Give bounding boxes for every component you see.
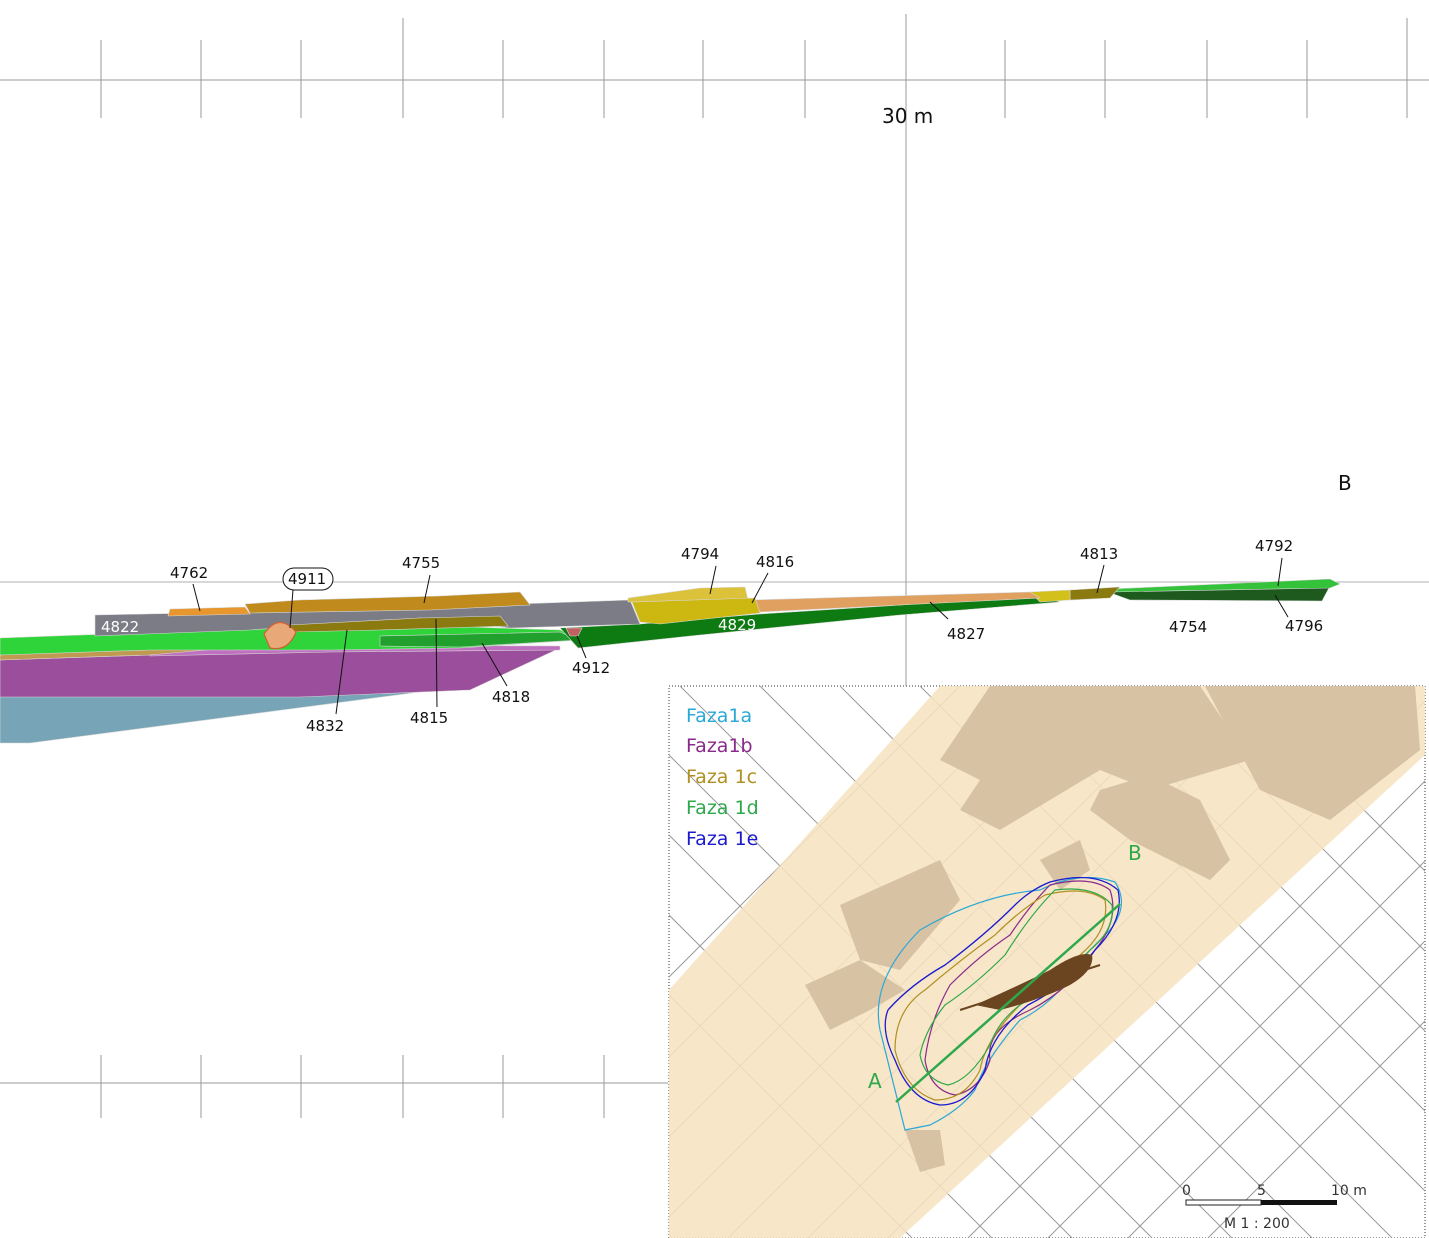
layer-yellow-small — [1029, 589, 1071, 603]
layer-4755 — [244, 591, 531, 614]
layer-4912 — [565, 627, 583, 637]
section-line-ab — [895, 903, 1121, 1103]
feature-4911-label-frame — [282, 567, 334, 591]
label-4832: 4832 — [306, 717, 344, 735]
distance-label: 30 m — [882, 104, 933, 128]
layer-4813 — [1069, 586, 1121, 601]
feature-4911-pit — [263, 621, 297, 650]
label-4796: 4796 — [1285, 617, 1323, 635]
legend-faza1b: Faza1b — [686, 735, 753, 757]
scale-tick-10: 10 m — [1331, 1183, 1367, 1199]
outline-faza1a — [877, 876, 1122, 1131]
legend-faza1e: Faza 1e — [686, 828, 758, 850]
inset-legend: Faza1a Faza1b Faza 1c Faza 1d Faza 1e — [686, 705, 759, 850]
layer-4818-dark — [379, 631, 579, 648]
label-4912: 4912 — [572, 659, 610, 677]
label-4816: 4816 — [756, 553, 794, 571]
label-4794: 4794 — [681, 545, 719, 563]
layer-4794 — [627, 586, 749, 603]
outline-faza1c — [894, 890, 1107, 1101]
label-4754: 4754 — [1169, 618, 1207, 636]
inset-point-a: A — [868, 1069, 882, 1093]
legend-faza1c: Faza 1c — [686, 766, 757, 788]
scale-ratio: M 1 : 200 — [1224, 1216, 1290, 1232]
label-4818: 4818 — [492, 688, 530, 706]
leader-lines — [192, 557, 1289, 715]
scale-bar: 0 5 10 m M 1 : 200 — [1182, 1183, 1367, 1232]
endpoint-b-label: B — [1338, 471, 1352, 495]
layer-labels: 4762 4755 4794 4816 4813 4792 4822 4829 … — [101, 537, 1323, 735]
label-4813: 4813 — [1080, 545, 1118, 563]
inset-point-b: B — [1128, 841, 1142, 865]
top-grid-ruler — [0, 18, 1429, 118]
legend-faza1a: Faza1a — [686, 705, 752, 727]
label-4827: 4827 — [947, 625, 985, 643]
label-4829: 4829 — [718, 616, 756, 634]
label-4792: 4792 — [1255, 537, 1293, 555]
layer-base-blue — [0, 689, 421, 744]
feature-patches — [805, 686, 1420, 1172]
layer-4762 — [167, 606, 251, 617]
label-4822: 4822 — [101, 618, 139, 636]
bottom-grid-ruler — [0, 1055, 668, 1118]
label-4911: 4911 — [288, 570, 326, 588]
outline-faza1e — [884, 876, 1120, 1106]
excavation-band — [669, 686, 1425, 1238]
label-4755: 4755 — [402, 554, 440, 572]
scale-tick-5: 5 — [1257, 1183, 1266, 1199]
legend-faza1d: Faza 1d — [686, 797, 759, 819]
label-4815: 4815 — [410, 709, 448, 727]
inset-map: A B Faza1a Faza1b Faza 1c Faza 1d Faza 1… — [668, 685, 1426, 1238]
label-4762: 4762 — [170, 564, 208, 582]
outline-faza1d — [919, 888, 1113, 1086]
section-layers — [0, 578, 1341, 744]
scale-tick-0: 0 — [1182, 1183, 1191, 1199]
layer-4816-block — [631, 597, 761, 625]
